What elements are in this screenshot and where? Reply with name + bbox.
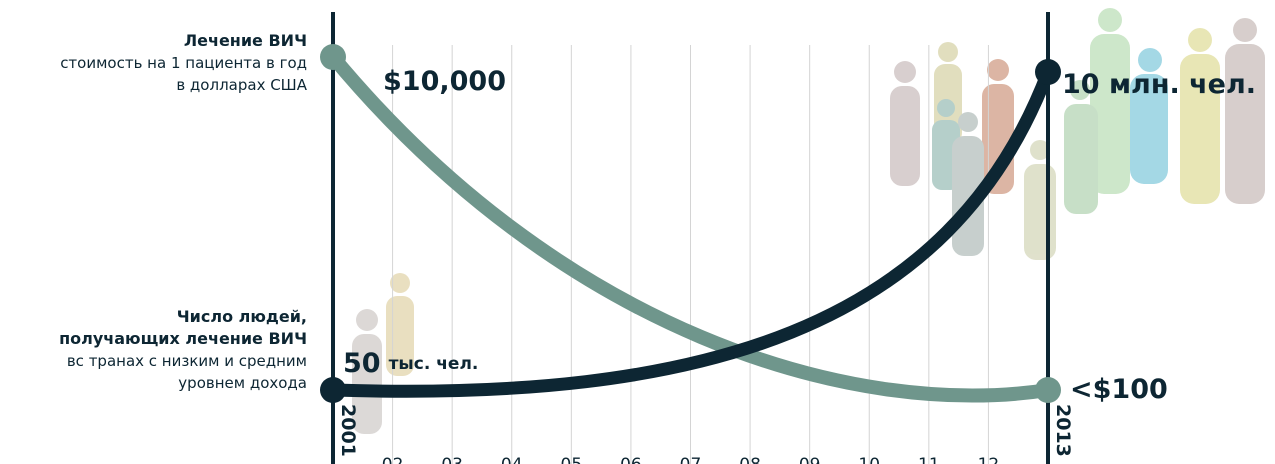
value-label-part: 50 [343, 348, 381, 379]
x-tick-label: 06 [620, 455, 642, 464]
data-point [320, 377, 346, 403]
data-point [1035, 377, 1061, 403]
value-label: 10 млн. чел. [1062, 69, 1256, 100]
x-tick-label: 02 [382, 455, 404, 464]
label-line: в долларах США [176, 76, 307, 94]
label-line: уровнем дохода [178, 374, 307, 392]
series-label: Число людей, получающих лечение ВИЧ вс тра… [59, 306, 307, 394]
x-tick-label: 04 [501, 455, 523, 464]
x-tick-label: 12 [978, 455, 1000, 464]
value-label-part: <$100 [1070, 374, 1168, 405]
series-line [326, 65, 1055, 398]
x-tick-label: 09 [799, 455, 821, 464]
x-tick-label: 11 [918, 455, 940, 464]
x-tick-label: 03 [441, 455, 463, 464]
data-point [320, 44, 346, 70]
data-point [1035, 59, 1061, 85]
x-tick-label: 07 [680, 455, 702, 464]
label-line: Число людей, [176, 307, 307, 326]
x-tick-label: 10 [858, 455, 880, 464]
label-line: вс транах с низким и средним [66, 352, 307, 370]
value-label: <$100 [1070, 374, 1168, 405]
value-label: $10,000 [383, 66, 506, 97]
x-tick-label: 2001 [337, 404, 359, 457]
series-line [326, 50, 1055, 403]
series-label: Лечение ВИЧ стоимость на 1 пациента в год… [60, 30, 307, 96]
x-tick-label: 05 [561, 455, 583, 464]
value-label-part: $10,000 [383, 66, 506, 97]
x-tick-label: 08 [739, 455, 761, 464]
label-line: получающих лечение ВИЧ [59, 329, 307, 348]
label-line: стоимость на 1 пациента в год [60, 54, 307, 72]
people-decoration [352, 8, 1265, 434]
value-label: 50 тыс. чел. [343, 348, 478, 379]
value-label-part: тыс. чел. [389, 354, 479, 374]
x-tick-label: 2013 [1052, 404, 1074, 457]
value-label-part: 10 млн. чел. [1062, 69, 1256, 100]
label-line: Лечение ВИЧ [183, 31, 307, 50]
